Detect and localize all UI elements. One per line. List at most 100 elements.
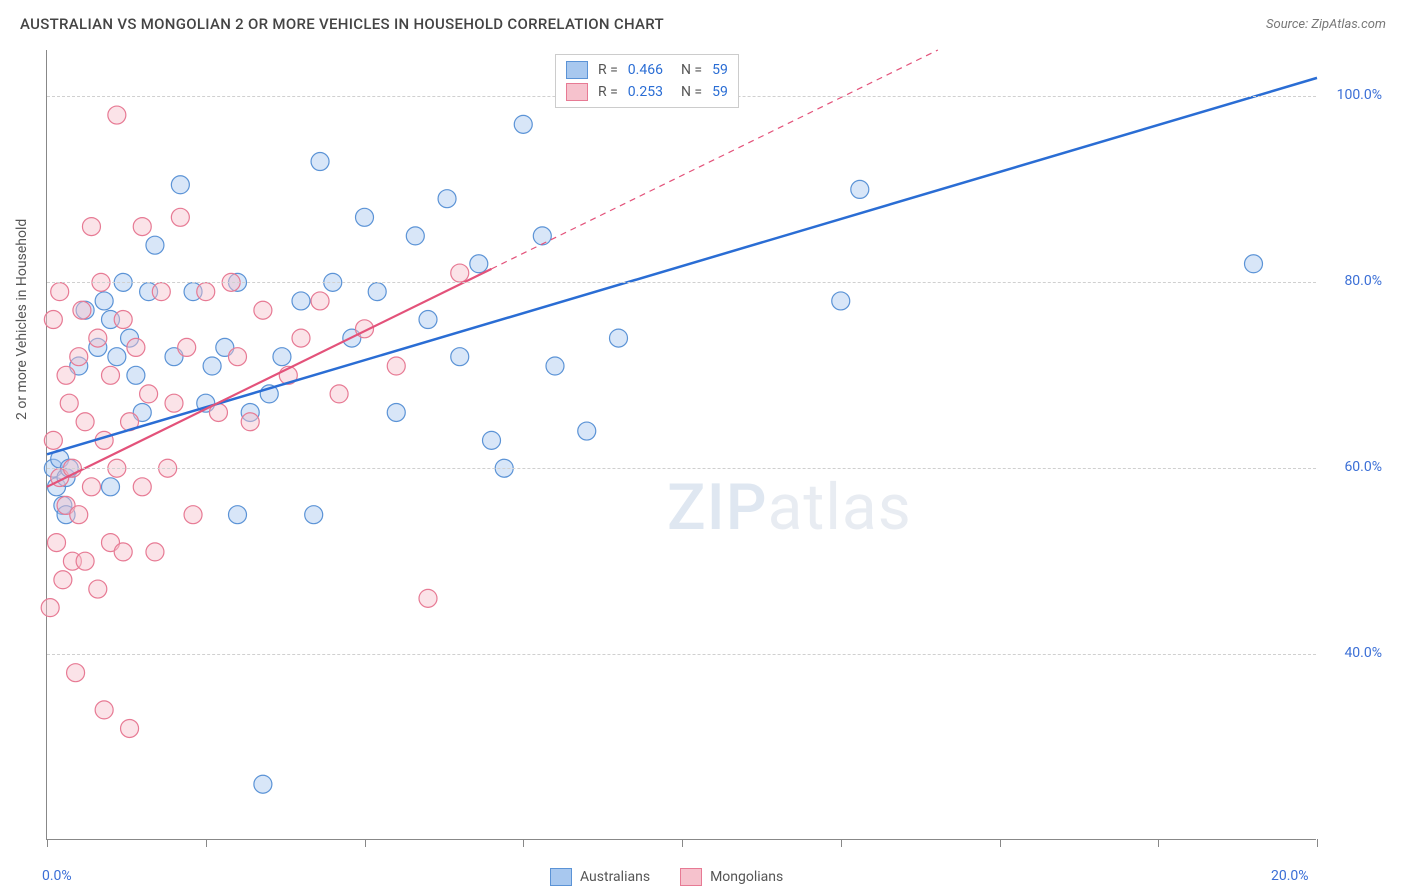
scatter-point xyxy=(127,338,145,356)
scatter-point xyxy=(114,311,132,329)
legend-swatch xyxy=(566,83,588,101)
r-label: R = xyxy=(598,62,618,78)
scatter-point xyxy=(171,208,189,226)
legend-swatch xyxy=(550,868,572,886)
scatter-point xyxy=(368,283,386,301)
scatter-point xyxy=(451,264,469,282)
scatter-point xyxy=(451,348,469,366)
scatter-point xyxy=(108,348,126,366)
scatter-point xyxy=(76,552,94,570)
scatter-point xyxy=(578,422,596,440)
scatter-point xyxy=(1245,255,1263,273)
scatter-point xyxy=(165,394,183,412)
scatter-point xyxy=(102,478,120,496)
scatter-point xyxy=(273,348,291,366)
scatter-point xyxy=(57,366,75,384)
legend-swatch xyxy=(680,868,702,886)
scatter-point xyxy=(44,311,62,329)
scatter-point xyxy=(311,292,329,310)
scatter-point xyxy=(419,311,437,329)
y-tick-label: 80.0% xyxy=(1344,273,1382,289)
scatter-point xyxy=(229,506,247,524)
scatter-point xyxy=(546,357,564,375)
scatter-point xyxy=(254,775,272,793)
scatter-point xyxy=(51,283,69,301)
scatter-point xyxy=(82,218,100,236)
x-tick-label: 20.0% xyxy=(1271,868,1309,884)
plot-svg xyxy=(47,50,1316,839)
scatter-point xyxy=(241,413,259,431)
x-tick xyxy=(523,839,524,847)
gridline xyxy=(47,468,1316,469)
scatter-point xyxy=(292,292,310,310)
chart-source: Source: ZipAtlas.com xyxy=(1266,17,1386,32)
scatter-point xyxy=(152,283,170,301)
scatter-point xyxy=(483,431,501,449)
scatter-point xyxy=(44,431,62,449)
x-tick xyxy=(1000,839,1001,847)
y-tick-label: 40.0% xyxy=(1344,645,1382,661)
scatter-point xyxy=(419,589,437,607)
n-value: 59 xyxy=(712,62,728,78)
scatter-point xyxy=(48,534,66,552)
scatter-point xyxy=(82,478,100,496)
legend-item: Australians xyxy=(550,868,650,886)
scatter-point xyxy=(108,106,126,124)
legend-item: Mongolians xyxy=(680,868,783,886)
x-tick xyxy=(206,839,207,847)
scatter-point xyxy=(114,543,132,561)
scatter-point xyxy=(311,153,329,171)
scatter-point xyxy=(67,664,85,682)
scatter-point xyxy=(387,357,405,375)
scatter-point xyxy=(102,366,120,384)
scatter-point xyxy=(254,301,272,319)
scatter-point xyxy=(146,236,164,254)
n-label: N = xyxy=(681,84,702,100)
trend-line xyxy=(47,78,1317,454)
x-tick xyxy=(682,839,683,847)
gridline xyxy=(47,282,1316,283)
scatter-point xyxy=(95,701,113,719)
scatter-point xyxy=(610,329,628,347)
n-value: 59 xyxy=(712,84,728,100)
scatter-point xyxy=(60,394,78,412)
scatter-point xyxy=(76,413,94,431)
x-tick xyxy=(1317,839,1318,847)
scatter-point xyxy=(470,255,488,273)
r-value: 0.466 xyxy=(628,62,663,78)
scatter-point xyxy=(121,719,139,737)
scatter-point xyxy=(851,180,869,198)
scatter-point xyxy=(330,385,348,403)
legend-series: Australians Mongolians xyxy=(550,868,783,886)
y-axis-label: 2 or more Vehicles in Household xyxy=(14,219,30,420)
scatter-point xyxy=(133,478,151,496)
legend-stat-row: R = 0.466 N = 59 xyxy=(566,59,728,81)
scatter-point xyxy=(229,348,247,366)
scatter-point xyxy=(70,348,88,366)
scatter-point xyxy=(89,580,107,598)
legend-stat-row: R =0.253N =59 xyxy=(566,81,728,103)
scatter-point xyxy=(305,506,323,524)
x-tick xyxy=(1158,839,1159,847)
scatter-point xyxy=(41,599,59,617)
legend-label: Mongolians xyxy=(710,869,783,885)
scatter-point xyxy=(54,571,72,589)
n-label: N = xyxy=(681,62,702,78)
scatter-point xyxy=(533,227,551,245)
scatter-point xyxy=(133,218,151,236)
scatter-point xyxy=(73,301,91,319)
chart-title: AUSTRALIAN VS MONGOLIAN 2 OR MORE VEHICL… xyxy=(20,15,664,33)
scatter-point xyxy=(95,292,113,310)
scatter-point xyxy=(292,329,310,347)
scatter-point xyxy=(89,329,107,347)
scatter-point xyxy=(171,176,189,194)
scatter-point xyxy=(356,208,374,226)
legend-label: Australians xyxy=(580,869,650,885)
x-tick xyxy=(47,839,48,847)
scatter-point xyxy=(146,543,164,561)
x-tick xyxy=(365,839,366,847)
scatter-point xyxy=(140,385,158,403)
scatter-point xyxy=(203,357,221,375)
x-tick xyxy=(841,839,842,847)
scatter-point xyxy=(70,506,88,524)
